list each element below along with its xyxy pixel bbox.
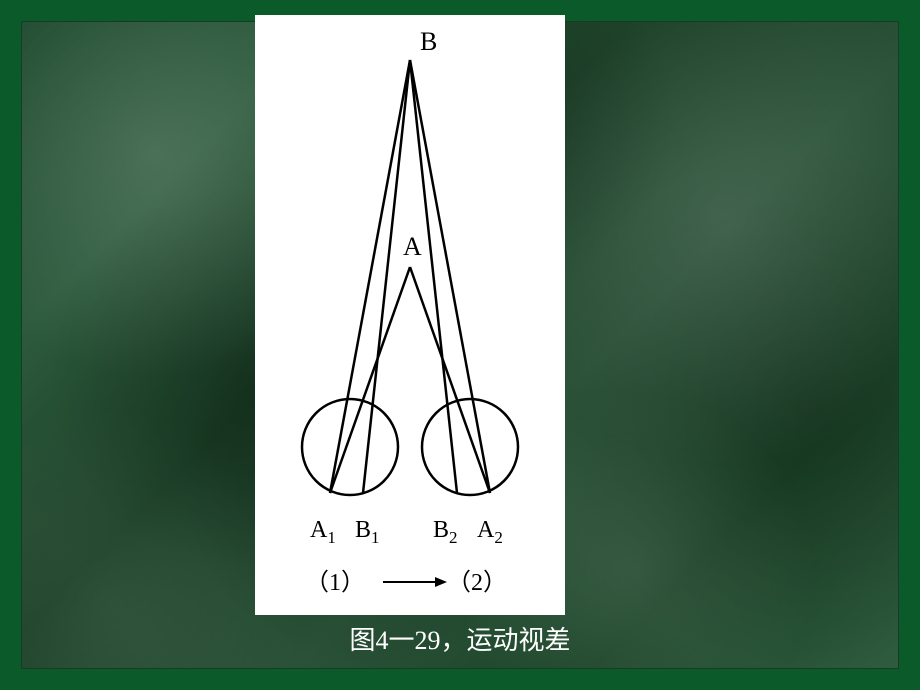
label-B: B <box>420 27 437 56</box>
label-B2: B2 <box>433 517 458 547</box>
label-A1: A1 <box>310 517 336 547</box>
eye-2 <box>422 399 518 495</box>
line-A-A2 <box>410 267 490 493</box>
label-pos2: （2） <box>447 570 507 596</box>
figure-caption: 图4一29，运动视差 <box>349 620 570 657</box>
motion-parallax-diagram: B A A1 B1 B2 A2 （1） （2） <box>255 15 565 615</box>
diagram-panel: B A A1 B1 B2 A2 （1） （2） <box>255 15 565 615</box>
line-A-A1 <box>330 267 410 493</box>
label-A2: A2 <box>477 517 503 547</box>
eye-1 <box>302 399 398 495</box>
label-B1: B1 <box>355 517 380 547</box>
label-pos1: （1） <box>305 570 365 596</box>
arrow-head <box>435 577 447 587</box>
label-A: A <box>403 232 422 261</box>
slide-frame: B A A1 B1 B2 A2 （1） （2） 图4一29，运动视差 <box>0 0 920 690</box>
